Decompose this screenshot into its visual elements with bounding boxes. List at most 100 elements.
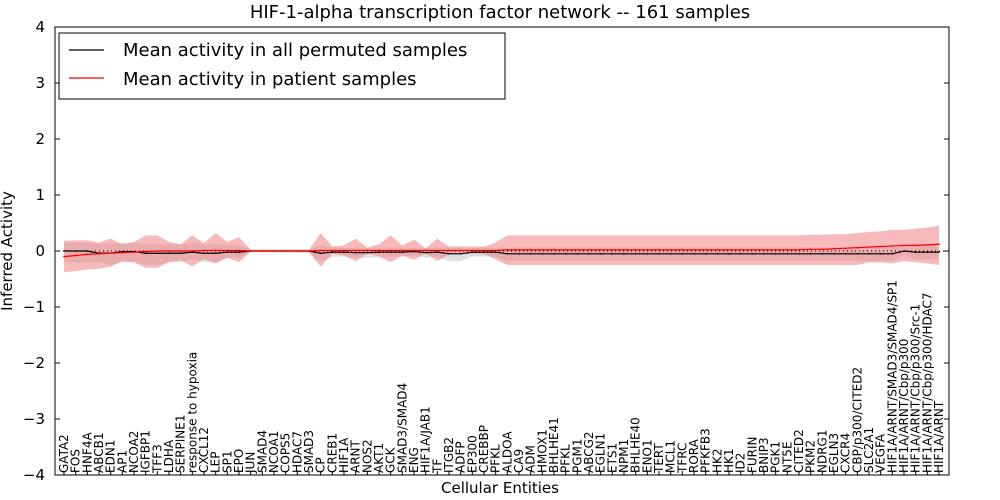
- data-point-s1-73: [914, 244, 917, 247]
- data-point-s0-24: [343, 251, 345, 253]
- data-point-s1-36: [483, 249, 485, 252]
- data-point-s1-71: [891, 245, 894, 247]
- data-point-s0-49: [634, 253, 637, 255]
- data-point-s0-58: [739, 253, 742, 255]
- x-category-label-57: HK1: [722, 448, 736, 473]
- data-point-s0-50: [646, 253, 649, 255]
- data-point-s1-69: [868, 246, 870, 248]
- x-category-label-19: COPS5: [279, 433, 293, 473]
- data-point-s0-33: [448, 253, 450, 255]
- x-category-label-10: SERPINE1: [174, 414, 188, 473]
- x-category-label-70: VEGFA: [874, 433, 888, 473]
- data-point-s1-51: [658, 249, 660, 251]
- data-point-s1-65: [821, 248, 824, 251]
- data-point-s1-32: [436, 249, 439, 252]
- data-point-s1-52: [669, 249, 672, 251]
- data-point-s1-34: [459, 249, 462, 252]
- data-point-s1-5: [121, 251, 124, 254]
- x-category-label-16: JUN: [244, 452, 258, 474]
- data-point-s1-70: [879, 245, 882, 248]
- x-category-label-65: NDRG1: [815, 430, 829, 474]
- data-point-s0-46: [599, 253, 602, 255]
- x-category-label-49: BHLHE40: [629, 417, 643, 473]
- data-point-s1-38: [506, 249, 509, 251]
- data-point-s1-57: [728, 249, 730, 251]
- data-point-s0-54: [693, 253, 695, 255]
- data-point-s0-13: [214, 252, 217, 255]
- x-category-label-38: ALDOA: [500, 431, 514, 473]
- data-point-s1-1: [74, 254, 77, 257]
- data-point-s1-28: [389, 249, 392, 252]
- x-category-label-74: HIF1A/ARNT/Cbp/p300/HDAC7: [920, 292, 934, 473]
- data-point-s0-12: [203, 252, 205, 255]
- data-point-s0-32: [436, 251, 439, 253]
- x-category-label-46: EGLN1: [594, 433, 608, 473]
- data-point-s0-59: [751, 253, 754, 255]
- x-category-label-69: SLC2A1: [862, 427, 876, 473]
- data-point-s1-64: [809, 248, 812, 251]
- data-point-s0-9: [168, 252, 170, 255]
- data-point-s0-23: [331, 251, 334, 253]
- data-point-s1-43: [564, 249, 567, 251]
- data-point-s0-53: [681, 253, 684, 255]
- data-point-s1-35: [471, 249, 474, 252]
- data-point-s0-61: [774, 253, 777, 255]
- x-category-label-12: CXCL12: [197, 427, 211, 473]
- x-category-label-0: GATA2: [57, 434, 71, 473]
- x-category-label-37: PFKL: [489, 444, 503, 473]
- y-tick-labels: −4 −3 −2 −1 0 1 2 3 4: [23, 18, 45, 484]
- y-tick-label-2: −2: [23, 354, 45, 372]
- x-category-label-56: HK2: [710, 448, 724, 473]
- data-point-s1-39: [518, 249, 520, 251]
- data-point-s0-44: [576, 253, 579, 255]
- x-category-label-51: TERT: [652, 443, 666, 474]
- data-point-s1-46: [599, 249, 602, 251]
- data-point-s0-14: [226, 251, 229, 253]
- data-point-s1-13: [214, 249, 217, 252]
- data-point-s1-22: [319, 249, 322, 252]
- x-category-label-18: NCOA1: [267, 431, 281, 473]
- data-point-s0-0: [63, 250, 65, 252]
- data-point-s1-19: [284, 250, 287, 252]
- x-category-labels: GATA2FOSHNF4AABCB1EDN1AP1NCOA2IGFBP1TFF3…: [57, 280, 946, 474]
- data-point-s1-66: [833, 247, 835, 250]
- data-point-s0-47: [611, 253, 614, 255]
- legend: Mean activity in all permuted samples Me…: [58, 32, 506, 100]
- x-category-label-47: ETS1: [605, 443, 619, 473]
- data-point-s1-0: [63, 255, 65, 258]
- legend-box: [58, 32, 506, 100]
- y-tick-label-1: −3: [23, 410, 45, 428]
- data-point-s0-70: [879, 253, 882, 255]
- data-point-s1-54: [693, 249, 695, 251]
- x-category-label-40: ADM: [524, 445, 538, 473]
- data-point-s1-7: [144, 250, 147, 253]
- chart-title: HIF-1-alpha transcription factor network…: [250, 2, 750, 23]
- data-point-s0-55: [704, 253, 707, 255]
- x-category-label-61: PGK1: [769, 441, 783, 473]
- x-category-label-52: MCL1: [664, 440, 678, 473]
- x-category-label-66: EGLN3: [827, 433, 841, 473]
- data-point-s0-40: [529, 253, 532, 255]
- data-point-s0-73: [914, 251, 917, 253]
- data-point-s1-42: [553, 249, 555, 251]
- data-point-s1-18: [273, 250, 275, 252]
- x-category-label-9: LDHA: [162, 439, 176, 473]
- series-lines: [63, 243, 940, 258]
- data-point-s0-26: [366, 251, 369, 254]
- x-category-label-1: FOS: [69, 449, 83, 473]
- x-category-label-26: NOS2: [360, 439, 374, 473]
- data-point-s0-68: [856, 253, 859, 255]
- data-point-s1-37: [494, 249, 497, 252]
- data-point-s0-67: [844, 253, 847, 255]
- x-category-label-24: HIF1A: [337, 437, 351, 473]
- x-category-label-5: AP1: [115, 450, 129, 473]
- data-point-s0-69: [868, 253, 870, 255]
- x-category-label-53: TFRC: [675, 443, 689, 474]
- data-point-s0-51: [658, 253, 660, 255]
- data-point-s1-9: [168, 250, 170, 252]
- data-point-s0-1: [74, 250, 77, 252]
- data-point-s1-33: [448, 249, 450, 252]
- data-point-s1-26: [366, 249, 369, 252]
- data-point-s0-22: [319, 252, 322, 255]
